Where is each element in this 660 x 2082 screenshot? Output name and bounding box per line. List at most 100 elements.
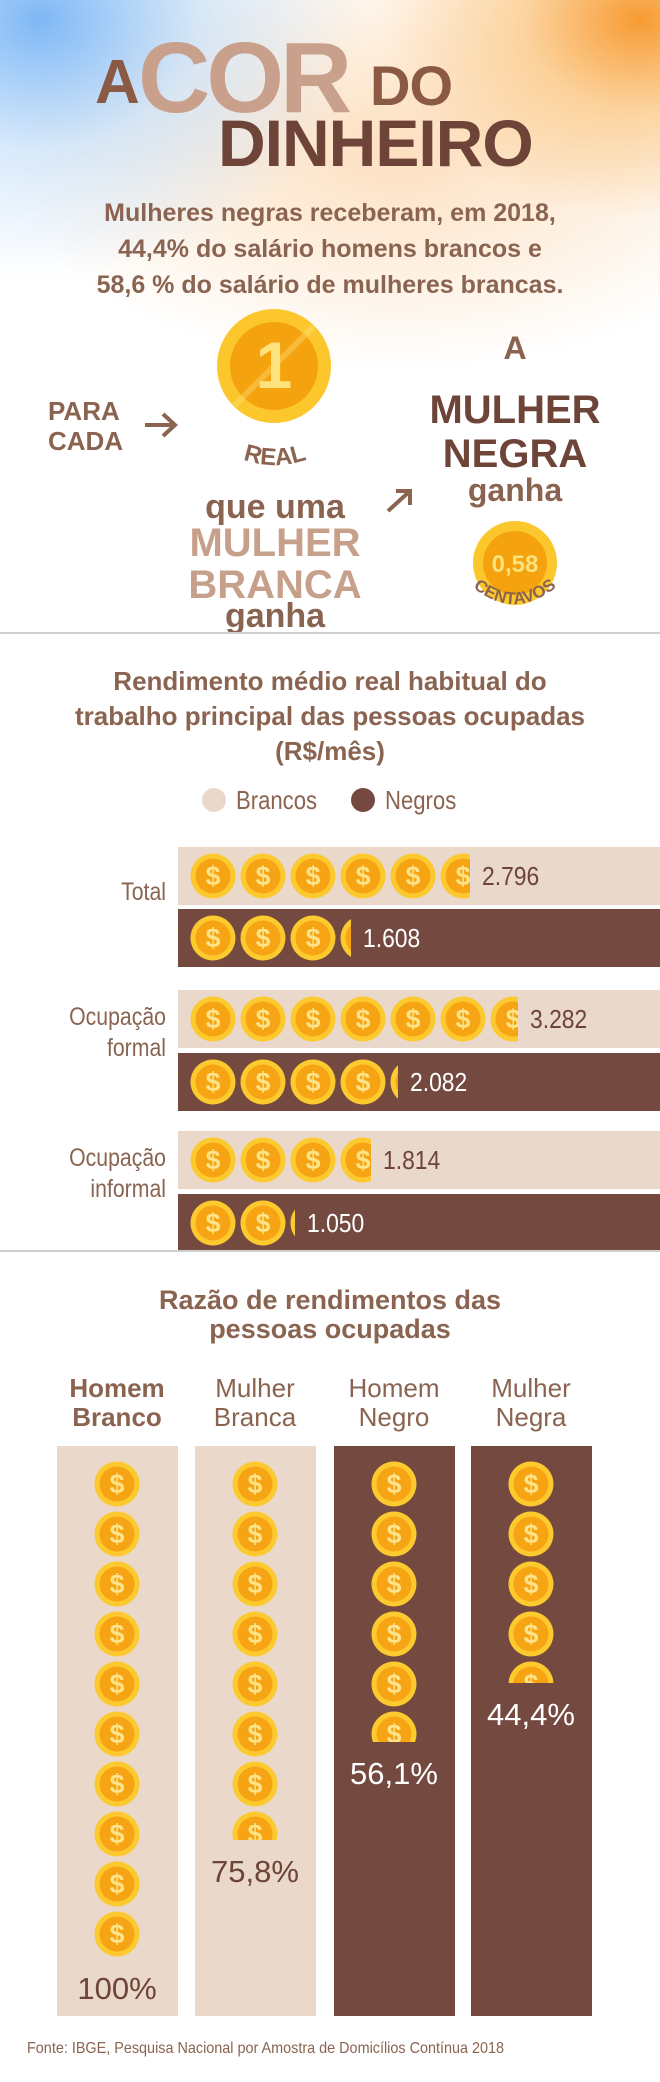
column-value-label: 56,1% bbox=[350, 1755, 438, 1791]
svg-text:$: $ bbox=[256, 861, 271, 891]
dollar-coin-icon: $ bbox=[232, 1461, 278, 1507]
arrow-right-icon bbox=[145, 412, 178, 438]
svg-text:$: $ bbox=[387, 1569, 402, 1599]
svg-text:$: $ bbox=[206, 1208, 221, 1238]
column-header-line: Negra bbox=[495, 1402, 567, 1432]
dollar-coin-icon: $ bbox=[190, 853, 236, 899]
coin-mark: $ bbox=[240, 853, 286, 899]
dollar-coin-icon: $ bbox=[240, 1137, 286, 1183]
bar-value-label: 1.050 bbox=[307, 1208, 365, 1238]
svg-text:$: $ bbox=[248, 1519, 263, 1549]
dollar-coin-icon: $ bbox=[340, 1137, 372, 1183]
column-value-label: 75,8% bbox=[211, 1854, 299, 1889]
category-label: Ocupação informal bbox=[25, 1143, 166, 1205]
dollar-coin-icon: $ bbox=[190, 1137, 236, 1183]
title-line: Rendimento médio real habitual do bbox=[113, 666, 547, 696]
legend-swatch-brancos bbox=[202, 788, 226, 812]
column-header-line: Homem bbox=[348, 1373, 440, 1403]
coin-mark: $ bbox=[190, 1200, 236, 1246]
one-real-coin-icon: 1 bbox=[217, 309, 331, 423]
coin-mark: $ bbox=[232, 1561, 278, 1607]
coin-mark: $ bbox=[508, 1661, 554, 1683]
dollar-coin-icon: $ bbox=[240, 1200, 286, 1246]
column-header: Homem Negro bbox=[324, 1374, 464, 1432]
dollar-coin-icon: $ bbox=[290, 915, 336, 961]
a-text: A bbox=[503, 330, 527, 366]
dollar-coin-icon: $ bbox=[340, 919, 351, 957]
centavos-curved-label: CENTAVOS bbox=[471, 575, 559, 608]
dollar-coin-icon: $ bbox=[340, 853, 386, 899]
title-a: A bbox=[95, 48, 140, 117]
svg-text:$: $ bbox=[256, 1004, 271, 1034]
svg-text:$: $ bbox=[256, 923, 271, 953]
dollar-coin-icon: $ bbox=[371, 1461, 417, 1507]
coin-mark: $ bbox=[508, 1511, 554, 1557]
dollar-coin-icon: $ bbox=[508, 1611, 554, 1657]
divider bbox=[0, 1250, 660, 1252]
mulher-negra-text: MULHER NEGRA bbox=[400, 388, 630, 476]
coin-mark: $ bbox=[190, 853, 236, 899]
category-label: Total bbox=[25, 877, 166, 908]
centavos-coin-icon: 0,58 bbox=[473, 521, 557, 605]
svg-text:$: $ bbox=[524, 1669, 539, 1683]
legend-label-brancos: Brancos bbox=[236, 784, 318, 815]
coin-mark: $ bbox=[340, 1137, 372, 1183]
dollar-coin-icon: $ bbox=[94, 1561, 140, 1607]
coin-small-value: 0,58 bbox=[492, 551, 539, 578]
svg-text:$: $ bbox=[306, 1067, 321, 1097]
arrow-up-right-icon bbox=[386, 489, 412, 513]
coin-mark: $ bbox=[240, 1059, 286, 1105]
dollar-coin-icon: $ bbox=[94, 1511, 140, 1557]
subtitle-line: Mulheres negras receberam, em 2018, bbox=[104, 199, 556, 227]
svg-text:$: $ bbox=[524, 1519, 539, 1549]
svg-text:$: $ bbox=[248, 1469, 263, 1499]
dollar-coin-icon: $ bbox=[290, 853, 336, 899]
dollar-coin-icon: $ bbox=[290, 1209, 295, 1237]
dollar-coin-icon: $ bbox=[190, 915, 236, 961]
ganha-left-text: ganha bbox=[224, 597, 326, 635]
coin-mark: $ bbox=[340, 915, 351, 961]
dollar-coin-icon: $ bbox=[232, 1511, 278, 1557]
dollar-coin-icon: $ bbox=[340, 996, 386, 1042]
para-cada-label: PARA CADA bbox=[48, 396, 123, 456]
category-label-line: Ocupação bbox=[69, 1144, 166, 1172]
column-header: Homem Branco bbox=[47, 1374, 187, 1432]
svg-text:$: $ bbox=[110, 1769, 125, 1799]
dollar-coin-icon: $ bbox=[232, 1711, 278, 1757]
title-line: trabalho principal das pessoas ocupadas bbox=[74, 701, 586, 731]
bar-value-label: 3.282 bbox=[530, 1004, 588, 1034]
mulher-text: MULHER bbox=[429, 388, 601, 432]
column-header-line: Branco bbox=[72, 1402, 162, 1432]
column-header-line: Branca bbox=[213, 1402, 297, 1432]
dollar-coin-icon: $ bbox=[371, 1611, 417, 1657]
dollar-coin-icon: $ bbox=[440, 853, 470, 899]
dollar-coin-icon: $ bbox=[232, 1561, 278, 1607]
dollar-coin-icon: $ bbox=[290, 1059, 336, 1105]
dollar-coin-icon: $ bbox=[94, 1661, 140, 1707]
coin-mark: $ bbox=[390, 1059, 399, 1105]
svg-text:$: $ bbox=[110, 1869, 125, 1899]
subtitle-line: 44,4% do salário homens brancos e bbox=[118, 235, 542, 263]
svg-text:$: $ bbox=[110, 1719, 125, 1749]
title-line: Razão de rendimentos das bbox=[158, 1285, 502, 1315]
dollar-coin-icon: $ bbox=[290, 996, 336, 1042]
svg-text:$: $ bbox=[110, 1669, 125, 1699]
dollar-coin-icon: $ bbox=[240, 996, 286, 1042]
coin-mark: $ bbox=[440, 996, 486, 1042]
dollar-coin-icon: $ bbox=[371, 1511, 417, 1557]
coin-mark: $ bbox=[232, 1811, 278, 1840]
coin-mark: $ bbox=[390, 853, 436, 899]
svg-text:$: $ bbox=[110, 1819, 125, 1849]
chart1-title: Rendimento médio real habitual do trabal… bbox=[0, 664, 660, 769]
dollar-coin-icon: $ bbox=[190, 996, 236, 1042]
category-label-line: informal bbox=[90, 1175, 166, 1203]
dollar-coin-icon: $ bbox=[240, 915, 286, 961]
coin-mark: $ bbox=[371, 1511, 417, 1557]
dollar-coin-icon: $ bbox=[440, 996, 486, 1042]
coin-mark: $ bbox=[371, 1661, 417, 1707]
svg-text:$: $ bbox=[110, 1919, 125, 1949]
svg-text:$: $ bbox=[248, 1669, 263, 1699]
column-header-line: Mulher bbox=[215, 1373, 295, 1403]
dollar-coin-icon: $ bbox=[371, 1661, 417, 1707]
category-label: Ocupação formal bbox=[25, 1002, 166, 1064]
